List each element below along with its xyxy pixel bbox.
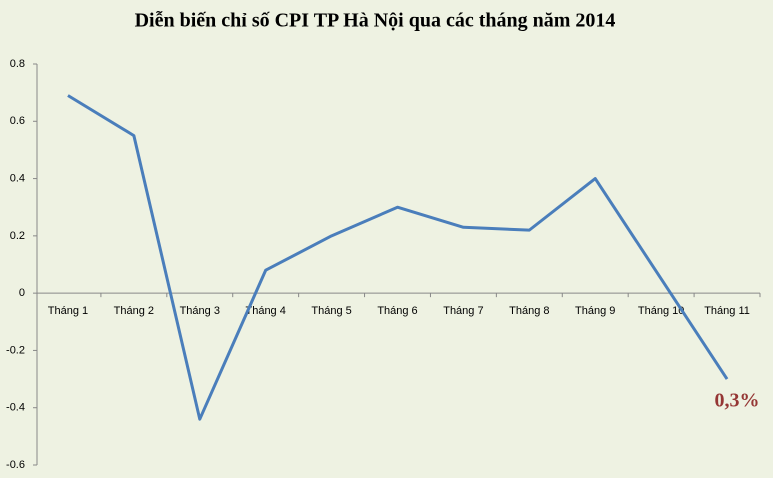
y-tick-label: 0.2 (10, 230, 25, 242)
x-tick-label: Tháng 1 (48, 305, 88, 317)
y-tick-label: 0.4 (10, 172, 25, 184)
x-tick-label: Tháng 4 (245, 305, 285, 317)
x-tick-label: Tháng 8 (509, 305, 549, 317)
x-tick-label: Tháng 9 (575, 305, 615, 317)
annotation: 0,3% (715, 390, 760, 412)
y-tick-label: 0 (19, 287, 25, 299)
x-tick-label: Tháng 2 (114, 305, 154, 317)
x-tick-label: Tháng 5 (311, 305, 351, 317)
line-series (67, 94, 729, 421)
x-tick-label: Tháng 7 (443, 305, 483, 317)
y-tick-label: -0.6 (6, 459, 25, 471)
y-tick-label: -0.4 (6, 402, 25, 414)
x-tick-label: Tháng 3 (180, 305, 220, 317)
y-tick-label: -0.2 (6, 344, 25, 356)
x-tick-label: Tháng 11 (704, 305, 750, 317)
x-tick-label: Tháng 10 (638, 305, 684, 317)
y-tick-label: 0.8 (10, 58, 25, 70)
x-tick-label: Tháng 6 (377, 305, 417, 317)
y-tick-label: 0.6 (10, 115, 25, 127)
chart-title: Diễn biến chỉ số CPI TP Hà Nội qua các t… (135, 10, 616, 32)
